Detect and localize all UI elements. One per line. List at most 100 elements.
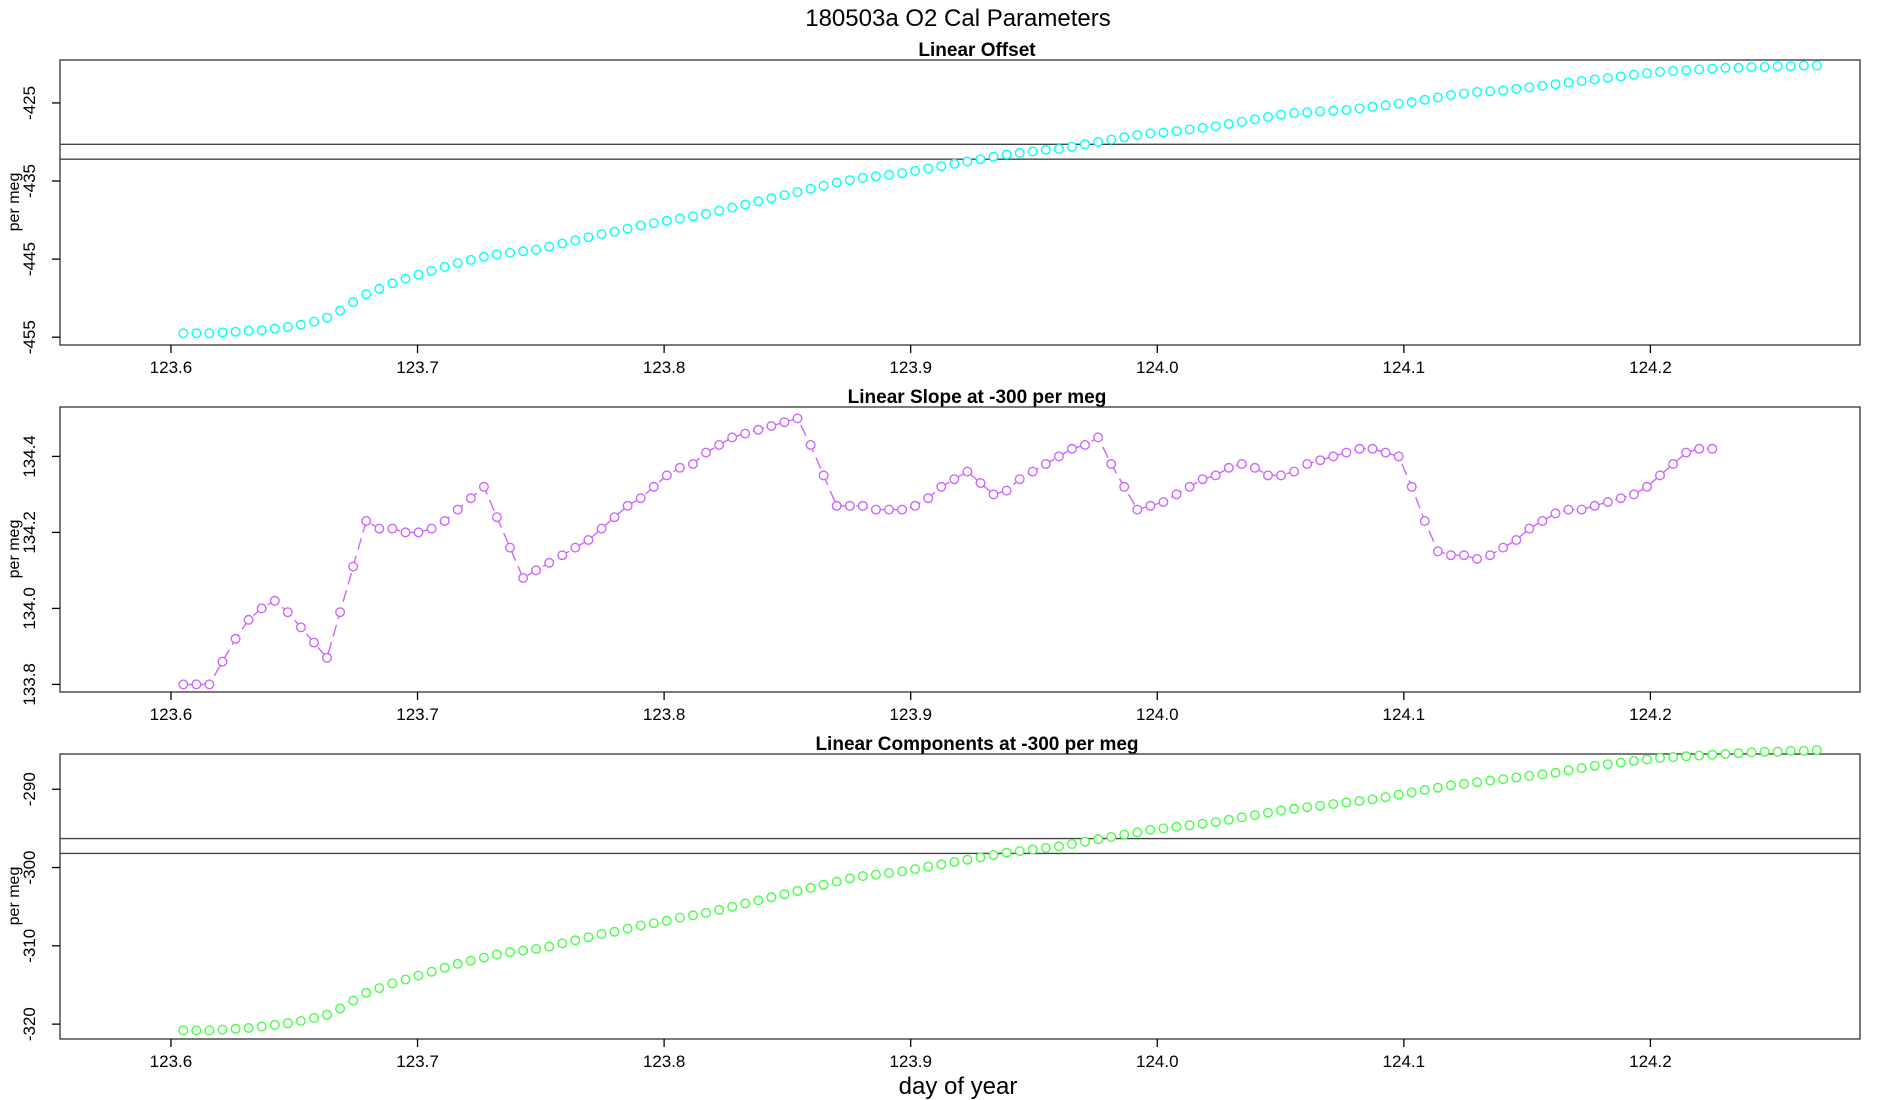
data-point [1419, 785, 1430, 796]
marks-linear-slope: 123.6 123.7 123.8 123.9 124.0 124.1 124.2 133.8… [20, 413, 1718, 724]
data-point [962, 854, 973, 865]
data-point [178, 679, 189, 690]
data-point [1537, 516, 1548, 527]
data-point [831, 177, 842, 188]
data-point [478, 952, 489, 963]
data-point [1615, 71, 1626, 82]
data-point [348, 561, 359, 572]
y-tick-label: 133.8 [20, 663, 39, 706]
data-point [400, 527, 411, 538]
data-point [309, 316, 320, 327]
data-point [897, 866, 908, 877]
data-point [426, 265, 437, 276]
data-point [531, 244, 542, 255]
data-point [1393, 789, 1404, 800]
data-point [1341, 797, 1352, 808]
data-point [1602, 72, 1613, 83]
data-point [1472, 86, 1483, 97]
data-point [1668, 752, 1679, 763]
data-point [688, 459, 699, 470]
data-point [1367, 101, 1378, 112]
data-point [1210, 470, 1221, 481]
data-point [844, 500, 855, 511]
data-point [1576, 763, 1587, 774]
data-point [1772, 61, 1783, 72]
data-point [243, 325, 254, 336]
data-point [570, 935, 581, 946]
data-point [426, 523, 437, 534]
data-point [1053, 143, 1064, 154]
y-tick-label: 134.2 [20, 511, 39, 554]
data-point [583, 535, 594, 546]
y-axis-label-linear-offset: per meg [6, 173, 23, 232]
data-point [1223, 814, 1234, 825]
data-point [1001, 149, 1012, 160]
data-point [910, 165, 921, 176]
data-point [570, 235, 581, 246]
data-point [191, 328, 202, 339]
data-point [1093, 432, 1104, 443]
data-point [400, 273, 411, 284]
data-point [1668, 459, 1679, 470]
data-point [1262, 470, 1273, 481]
data-point [1445, 90, 1456, 101]
data-point [1132, 504, 1143, 515]
x-tick-label: 123.9 [889, 705, 932, 724]
data-point [557, 938, 568, 949]
data-point [348, 297, 359, 308]
data-point [1106, 459, 1117, 470]
data-point [1119, 132, 1130, 143]
data-point [282, 1018, 293, 1029]
data-point [505, 542, 516, 553]
data-point [1498, 542, 1509, 553]
data-point [1681, 751, 1692, 762]
data-point [1079, 836, 1090, 847]
data-point [1537, 80, 1548, 91]
data-point [962, 466, 973, 477]
data-point [1458, 88, 1469, 99]
data-point [648, 218, 659, 229]
data-point [701, 208, 712, 219]
data-point [1602, 759, 1613, 770]
data-point [1485, 775, 1496, 786]
data-point [1040, 144, 1051, 155]
data-point [1171, 126, 1182, 137]
y-tick-label: 134.4 [20, 435, 39, 478]
x-tick-label: 123.6 [150, 1052, 193, 1071]
data-point [1302, 107, 1313, 118]
data-point [792, 886, 803, 897]
data-point [1602, 497, 1613, 508]
data-point [910, 500, 921, 511]
plot-frame-linear-offset [59, 59, 1861, 346]
data-point [1393, 98, 1404, 109]
data-point [923, 493, 934, 504]
data-point [1001, 847, 1012, 858]
data-point [1798, 60, 1809, 71]
data-point [635, 920, 646, 931]
data-point [962, 156, 973, 167]
data-point [1641, 481, 1652, 492]
data-point [1785, 61, 1796, 72]
data-point [1210, 817, 1221, 828]
data-point [518, 246, 529, 257]
x-tick-label: 123.6 [150, 358, 193, 377]
data-point [583, 232, 594, 243]
data-point [256, 603, 267, 614]
data-point [1145, 500, 1156, 511]
y-tick-label: 134.0 [20, 587, 39, 630]
data-point [1249, 810, 1260, 821]
data-point [1498, 85, 1509, 96]
data-point [1079, 440, 1090, 451]
data-point [1524, 523, 1535, 534]
x-tick-label: 124.2 [1629, 1052, 1672, 1071]
data-point [531, 944, 542, 955]
data-point [923, 163, 934, 174]
data-point [361, 289, 372, 300]
data-point [1524, 770, 1535, 781]
data-point [740, 428, 751, 439]
data-point [1001, 485, 1012, 496]
data-point [923, 861, 934, 872]
data-point [988, 489, 999, 500]
data-point [1119, 829, 1130, 840]
data-point [1158, 127, 1169, 138]
